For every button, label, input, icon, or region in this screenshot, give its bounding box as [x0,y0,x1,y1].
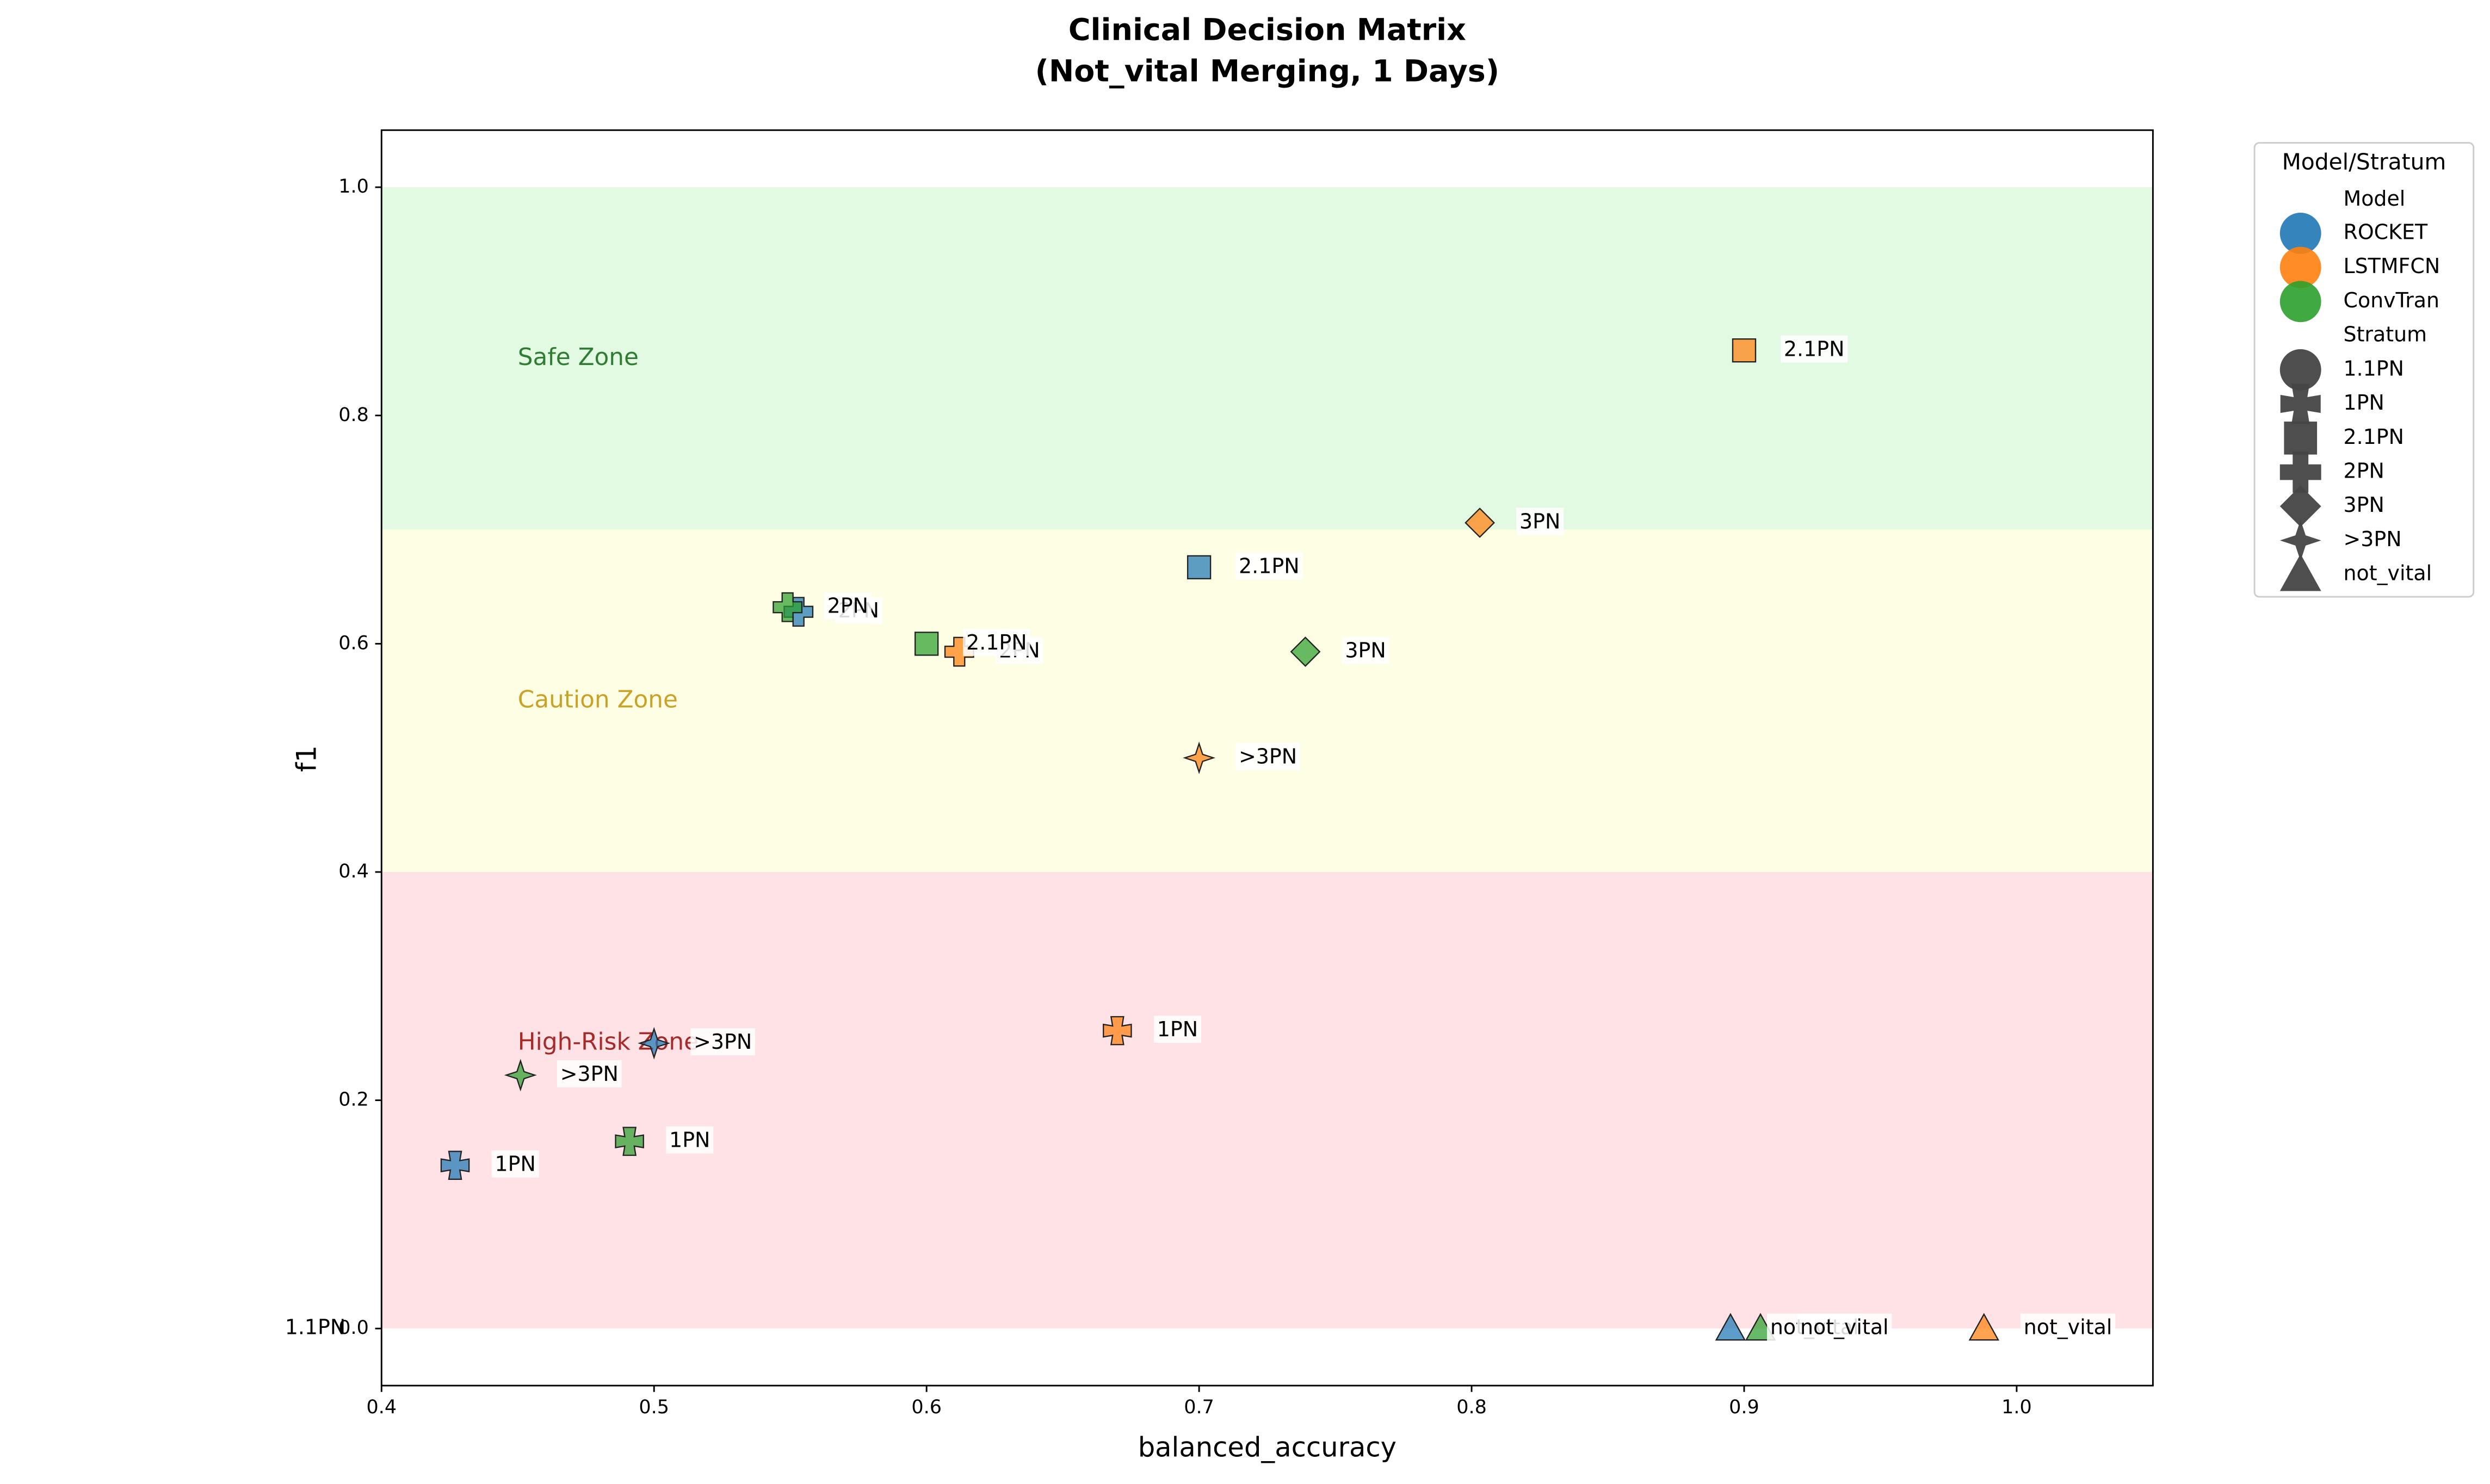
zone-label: High-Risk Zone [518,1028,699,1056]
plot-frame [380,129,2154,1387]
x-tick-label: 0.9 [1729,1396,1759,1418]
point-label: 2PN [827,594,868,618]
point-label: 1PN [669,1128,710,1152]
point-label: 2.1PN [1239,554,1300,578]
point-label-bg [2020,1313,2116,1341]
y-tick-label: 0.2 [338,1089,369,1111]
zone [381,871,2153,1329]
point-label: 1PN [1157,1017,1198,1041]
legend-title: Model/Stratum [2282,149,2446,175]
chart-subtitle: (Not_vital Merging, 1 Days) [1035,54,1500,89]
legend-swatch [2280,384,2321,424]
point [1103,1016,1132,1046]
point-label-bg [1516,508,1564,535]
x-tick-label: 0.4 [366,1396,397,1418]
y-tick-label: 0.6 [338,632,369,654]
legend-swatch [2279,554,2321,591]
legend-swatch [2279,212,2321,254]
y-tick-label: 0.8 [338,404,369,426]
legend-swatch [2279,520,2321,561]
legend-swatch [2284,421,2318,455]
point-label-bg [1235,743,1300,770]
point-label: 3PN [1519,509,1560,533]
legend-label: ROCKET [2344,220,2428,244]
point-label: not_vital [2024,1315,2112,1339]
legend-header: Model [2344,187,2406,211]
point [638,1027,671,1060]
point [1968,1313,2000,1341]
point-label-bg [824,592,872,620]
x-tick-label: 0.5 [639,1396,669,1418]
point-label-bg [1797,1313,1892,1341]
legend-label: 1PN [2344,391,2384,415]
legend-swatch [2279,349,2321,391]
legend-label: LSTMFCN [2344,254,2440,278]
point-label-bg [666,1126,714,1154]
point-label: 1.1PN [285,1315,346,1339]
legend-swatch [2279,485,2321,527]
y-tick-label: 0.0 [338,1317,369,1339]
legend-header: Stratum [2344,323,2427,347]
legend-swatch [2279,452,2321,493]
point [1187,555,1212,579]
point [1183,741,1216,775]
point-labels: 1.1PN1PN2.1PN2PN>3PNnot_vital1.1PN1PN2.1… [281,335,2116,1341]
legend-label: 1.1PN [2344,356,2405,380]
point-label-bg [1235,552,1303,580]
zone [381,187,2153,530]
point-label-bg [963,628,1030,656]
point [615,1127,644,1156]
point-label: >3PN [560,1062,619,1086]
legend-label: not_vital [2344,561,2432,585]
chart-title: Clinical Decision Matrix [1068,13,1466,47]
x-tick-label: 1.0 [2001,1396,2032,1418]
point-label-bg [281,1313,349,1341]
point-label: >3PN [1239,745,1297,769]
axes: 0.4 0.5 0.6 0.7 0.8 0.9 1.0 0.0 0.2 0.4 0.6 0.8 1.0 [338,176,2031,1418]
zone [381,529,2153,872]
x-tick-label: 0.7 [1184,1396,1214,1418]
point [504,1059,537,1092]
point [1715,1313,1746,1341]
x-axis-label: balanced_accuracy [1138,1431,1397,1463]
point-label-bg [690,1028,756,1056]
point-label: 2.1PN [1784,337,1845,361]
point-label: 3PN [1345,639,1386,663]
zone-label: Safe Zone [518,343,639,371]
legend: Model/Stratum Model ROCKET LSTMFCN ConvTran… [2253,142,2475,598]
y-axis-label: f1 [291,745,323,772]
point [1290,636,1321,667]
legend-label: 3PN [2344,493,2384,517]
x-tick-label: 0.8 [1456,1396,1487,1418]
point-label-bg [1781,335,1848,363]
point-label: >3PN [694,1030,752,1054]
point [1465,508,1495,538]
point-label-bg [1153,1016,1201,1043]
point-label-bg [1342,636,1389,664]
legend-swatch [2279,246,2321,288]
x-tick-label: 0.6 [911,1396,942,1418]
legend-label: 2.1PN [2344,425,2405,449]
point [1732,338,1757,363]
legend-label: >3PN [2344,527,2402,551]
legend-label: 2PN [2344,459,2384,483]
point [773,592,803,622]
zones: Safe Zone Caution Zone High-Risk Zone [381,187,2153,1329]
point [915,632,939,656]
point-label: 2.1PN [966,630,1027,654]
point [440,1151,470,1180]
y-tick-label: 0.4 [338,861,369,882]
zone-label: Caution Zone [518,685,678,713]
point-label-bg [557,1060,622,1087]
y-tick-label: 1.0 [338,176,369,197]
point-label-bg [491,1150,539,1178]
point-label: 1PN [495,1152,535,1176]
legend-swatch [2279,281,2321,323]
legend-label: ConvTran [2344,288,2440,312]
point-label: not_vital [1800,1315,1889,1339]
